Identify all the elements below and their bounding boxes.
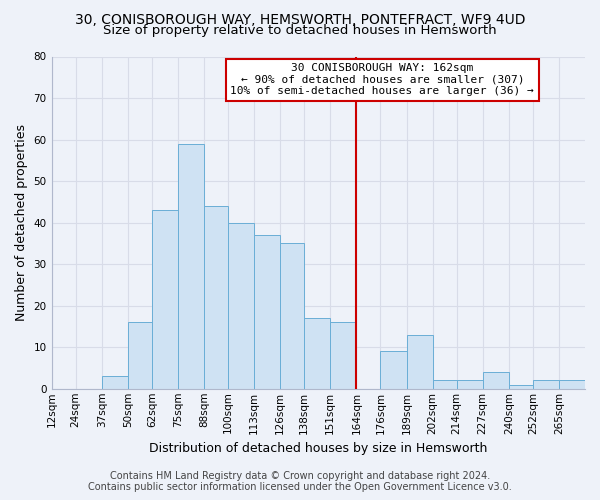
Bar xyxy=(483,372,509,389)
Bar xyxy=(178,144,204,389)
Text: Contains HM Land Registry data © Crown copyright and database right 2024.
Contai: Contains HM Land Registry data © Crown c… xyxy=(88,471,512,492)
Bar xyxy=(559,380,585,389)
Bar xyxy=(254,235,280,389)
Bar xyxy=(280,244,304,389)
Bar xyxy=(407,335,433,389)
Bar xyxy=(101,376,128,389)
Y-axis label: Number of detached properties: Number of detached properties xyxy=(15,124,28,321)
Text: 30, CONISBOROUGH WAY, HEMSWORTH, PONTEFRACT, WF9 4UD: 30, CONISBOROUGH WAY, HEMSWORTH, PONTEFR… xyxy=(75,12,525,26)
Bar xyxy=(433,380,457,389)
Bar xyxy=(533,380,559,389)
Text: 30 CONISBOROUGH WAY: 162sqm
← 90% of detached houses are smaller (307)
10% of se: 30 CONISBOROUGH WAY: 162sqm ← 90% of det… xyxy=(230,63,534,96)
Text: Size of property relative to detached houses in Hemsworth: Size of property relative to detached ho… xyxy=(103,24,497,37)
Bar xyxy=(304,318,331,389)
Bar xyxy=(457,380,483,389)
Bar xyxy=(331,322,356,389)
Bar xyxy=(228,222,254,389)
Bar xyxy=(509,384,533,389)
Bar xyxy=(128,322,152,389)
X-axis label: Distribution of detached houses by size in Hemsworth: Distribution of detached houses by size … xyxy=(149,442,487,455)
Bar xyxy=(380,352,407,389)
Bar xyxy=(152,210,178,389)
Bar xyxy=(204,206,228,389)
